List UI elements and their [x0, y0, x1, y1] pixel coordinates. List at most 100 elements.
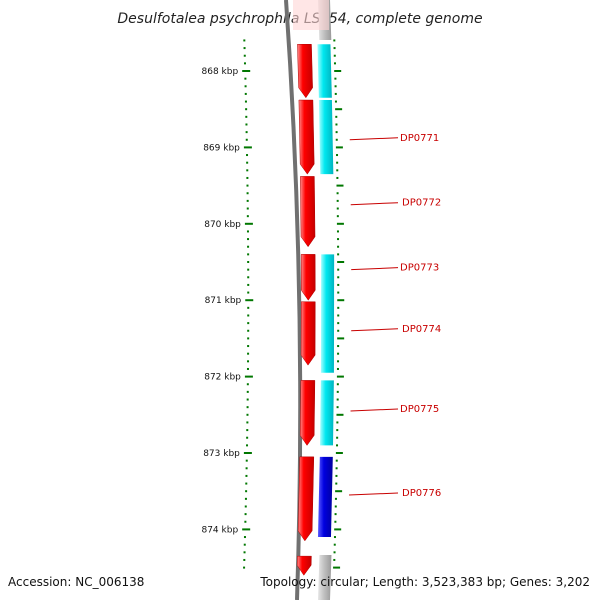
- right-tick: [337, 276, 340, 279]
- minor-tick: [247, 360, 250, 363]
- right-tick: [336, 207, 339, 210]
- gene-label-DP0772[interactable]: DP0772: [402, 198, 441, 209]
- right-tick: [336, 398, 339, 401]
- minor-tick: [245, 138, 248, 141]
- minor-tick: [246, 444, 249, 447]
- right-tick: [335, 459, 338, 462]
- forward-gene-6[interactable]: [299, 380, 316, 446]
- reverse-gene-5[interactable]: [317, 456, 333, 538]
- forward-gene-7[interactable]: [297, 456, 315, 542]
- minor-tick: [246, 169, 249, 172]
- right-tick: [337, 345, 340, 348]
- topology-text: Topology: circular; Length: 3,523,383 bp…: [259, 575, 590, 589]
- minor-tick: [244, 92, 247, 95]
- right-tick: [336, 184, 344, 187]
- gene-label-DP0775[interactable]: DP0775: [400, 404, 439, 415]
- minor-tick: [246, 413, 249, 416]
- right-tick: [335, 108, 343, 111]
- tick-label-870: 870 kbp: [204, 220, 241, 230]
- minor-tick: [246, 192, 249, 195]
- right-tick: [335, 452, 343, 454]
- forward-gene-5[interactable]: [300, 301, 316, 366]
- right-tick: [333, 543, 336, 546]
- right-tick: [336, 230, 339, 233]
- right-tick: [336, 406, 339, 409]
- tick-label-873: 873 kbp: [203, 449, 240, 459]
- minor-tick: [244, 513, 247, 516]
- minor-tick: [243, 39, 246, 42]
- minor-tick: [244, 77, 247, 80]
- minor-tick: [247, 291, 250, 294]
- right-tick: [336, 390, 339, 393]
- right-tick: [335, 467, 338, 470]
- right-tick: [336, 192, 339, 195]
- tick-label-872: 872 kbp: [204, 373, 241, 383]
- right-tick: [336, 154, 339, 157]
- right-tick: [336, 367, 339, 370]
- right-tick: [335, 138, 338, 141]
- right-tick: [337, 261, 345, 263]
- right-tick: [335, 490, 343, 493]
- right-tick: [333, 558, 336, 561]
- minor-tick: [246, 161, 249, 164]
- right-tick: [335, 474, 338, 477]
- reverse-gene-4[interactable]: [320, 380, 334, 446]
- forward-gene-4[interactable]: [300, 254, 316, 301]
- forward-gene-2[interactable]: [298, 99, 315, 175]
- right-tick: [337, 352, 340, 355]
- minor-tick: [246, 406, 249, 409]
- right-tick: [336, 169, 339, 172]
- minor-tick: [246, 215, 249, 218]
- forward-gene-8[interactable]: [296, 555, 312, 576]
- minor-tick: [245, 467, 248, 470]
- right-tick: [336, 215, 339, 218]
- right-tick: [337, 283, 340, 286]
- reverse-gene-3[interactable]: [320, 254, 335, 373]
- minor-tick: [245, 108, 248, 111]
- reverse-gene-1[interactable]: [317, 44, 332, 98]
- minor-tick: [246, 429, 249, 432]
- minor-tick: [245, 123, 248, 126]
- minor-tick: [247, 314, 250, 317]
- right-tick: [337, 253, 340, 256]
- right-tick: [336, 421, 339, 424]
- right-tick: [336, 222, 344, 225]
- right-tick: [337, 291, 340, 294]
- right-tick: [334, 528, 342, 531]
- gene-label-DP0771[interactable]: DP0771: [400, 133, 439, 144]
- right-tick: [334, 497, 337, 500]
- right-tick: [335, 482, 338, 485]
- gene-label-layer: DP0771 DP0772 DP0773 DP0774 DP0775 DP0776: [349, 133, 441, 499]
- gene-label-DP0773[interactable]: DP0773: [400, 263, 439, 274]
- right-tick: [337, 314, 340, 317]
- backbone-arc: [284, 0, 303, 600]
- gene-label-DP0774[interactable]: DP0774: [402, 324, 441, 335]
- minor-tick: [247, 345, 250, 348]
- minor-tick: [243, 62, 246, 65]
- forward-gene-1[interactable]: [297, 44, 313, 99]
- gene-label-DP0776[interactable]: DP0776: [402, 488, 441, 499]
- minor-tick: [246, 176, 249, 179]
- reverse-gene-2[interactable]: [318, 100, 334, 175]
- leader-line-DP0774: [351, 328, 399, 332]
- right-tick: [336, 161, 339, 164]
- minor-tick: [246, 398, 249, 401]
- top-highlight: [293, 0, 329, 30]
- minor-tick: [247, 337, 250, 340]
- right-tick: [334, 85, 337, 88]
- minor-tick: [247, 268, 250, 271]
- right-tick: [335, 131, 338, 134]
- minor-tick: [243, 543, 246, 546]
- minor-tick: [244, 100, 247, 103]
- leader-line-DP0775: [350, 408, 399, 412]
- right-tick: [337, 268, 340, 271]
- minor-tick: [246, 230, 249, 233]
- right-tick: [337, 238, 340, 241]
- right-tick: [333, 47, 336, 50]
- leader-line-DP0772: [350, 202, 399, 206]
- forward-gene-3[interactable]: [300, 176, 316, 248]
- right-tick: [334, 505, 337, 508]
- right-tick: [333, 551, 336, 554]
- minor-tick: [247, 253, 250, 256]
